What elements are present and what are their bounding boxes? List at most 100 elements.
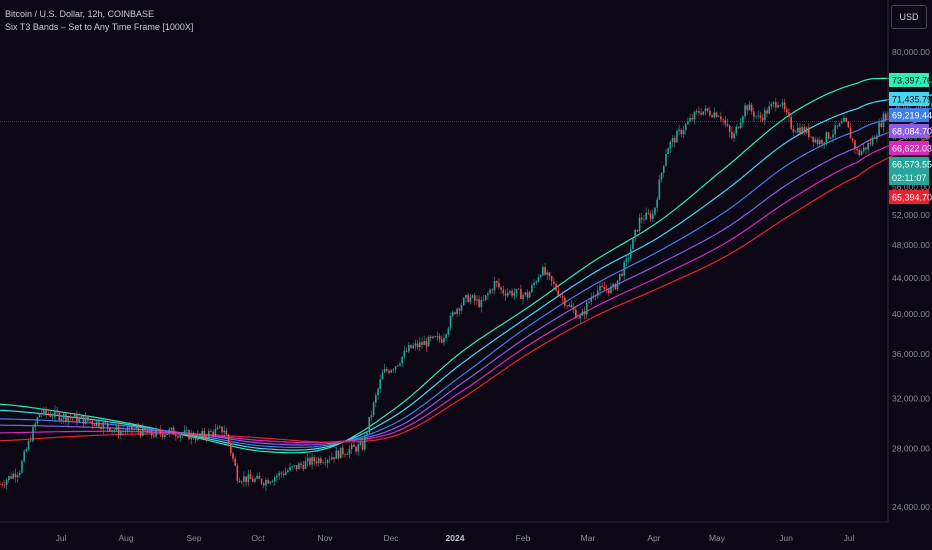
candle-body	[702, 111, 705, 115]
candle-body	[54, 410, 56, 417]
candle-body	[432, 336, 434, 339]
candle-body	[342, 447, 344, 455]
candle-body	[144, 426, 146, 431]
candle-body	[500, 287, 502, 290]
candle-body	[421, 342, 423, 345]
candle-body	[750, 104, 753, 112]
candle-body	[579, 315, 582, 319]
candle-body	[898, 106, 900, 109]
candle-body	[764, 110, 766, 121]
candle-body	[742, 116, 744, 123]
x-tick-label: Apr	[647, 533, 660, 543]
candle-body	[304, 461, 307, 469]
candle-body	[183, 430, 186, 434]
candle-body	[443, 338, 445, 343]
candle-body	[856, 148, 858, 151]
candle-body	[346, 454, 349, 456]
candle-body	[388, 370, 390, 373]
candle-body	[23, 451, 25, 462]
candle-body	[651, 214, 654, 220]
candle-body	[506, 292, 509, 296]
candle-body	[150, 429, 153, 436]
candle-body	[214, 429, 217, 436]
candle-body	[862, 147, 865, 152]
candle-body	[440, 339, 443, 343]
candle-body	[548, 272, 551, 276]
candle-body	[456, 308, 458, 314]
candle-body	[429, 336, 432, 339]
candle-body	[1, 484, 3, 486]
candle-body	[350, 444, 353, 450]
candle-body	[84, 416, 87, 424]
candle-body	[638, 217, 641, 232]
candle-body	[218, 426, 221, 428]
candle-body	[676, 131, 678, 143]
candle-body	[851, 138, 854, 141]
candle-body	[229, 443, 232, 454]
candle-body	[177, 436, 179, 438]
candle-body	[623, 262, 625, 276]
candle-body	[880, 122, 883, 127]
candle-body	[148, 429, 151, 433]
candle-body	[126, 427, 129, 432]
band-value-tag: 65,394.70	[889, 190, 932, 204]
candle-body	[16, 474, 19, 478]
candle-body	[539, 275, 542, 278]
tag-background	[889, 124, 929, 138]
candle-body	[581, 311, 584, 316]
tag-background	[889, 190, 929, 204]
candle-body	[102, 422, 105, 429]
candle-body	[282, 473, 285, 475]
tag-background	[889, 157, 929, 185]
candle-body	[170, 427, 173, 430]
candle-body	[300, 463, 302, 465]
candle-body	[812, 136, 814, 143]
candle-body	[58, 412, 61, 421]
candle-body	[704, 108, 707, 112]
candle-body	[695, 111, 698, 112]
candle-body	[234, 458, 236, 466]
candle-body	[546, 272, 549, 275]
band-line-5	[0, 126, 932, 444]
currency-button[interactable]: USD	[891, 5, 927, 29]
x-axis: Jul Aug Sep Oct Nov Dec 2024 Feb Mar Apr May Jun Jul	[56, 533, 855, 543]
candle-body	[427, 336, 430, 347]
candle-body	[104, 422, 107, 424]
x-tick-label: Sep	[186, 533, 201, 543]
candle-body	[18, 472, 21, 475]
candle-body	[801, 127, 803, 135]
symbol-title[interactable]: Bitcoin / U.S. Dollar, 12h, COINBASE	[5, 9, 155, 19]
candle-body	[711, 115, 713, 118]
candle-body	[854, 140, 856, 149]
x-tick-label: Jun	[779, 533, 793, 543]
candle-body	[662, 165, 665, 173]
candle-body	[251, 478, 254, 482]
candle-body	[326, 459, 329, 463]
candle-body	[124, 431, 127, 432]
candle-body	[284, 471, 287, 475]
y-tick-label: 36,000.00	[892, 349, 930, 359]
candle-body	[401, 356, 403, 364]
indicator-title[interactable]: Six T3 Bands – Set to Any Time Frame [10…	[5, 22, 194, 32]
tag-background	[889, 73, 929, 87]
candle-body	[845, 117, 847, 122]
candle-body	[403, 350, 406, 357]
chart-title-block: Bitcoin / U.S. Dollar, 12h, COINBASE Six…	[5, 8, 193, 34]
candle-body	[515, 288, 518, 294]
candle-body	[524, 292, 527, 295]
candle-body	[715, 112, 718, 117]
candle-body	[469, 297, 472, 303]
candle-body	[438, 336, 441, 340]
last-price-tag: 66,573.55 02:11:07	[889, 157, 932, 185]
candle-body	[95, 421, 98, 427]
candle-body	[858, 150, 861, 156]
candle-body	[805, 127, 808, 133]
candle-body	[484, 295, 487, 300]
candle-body	[531, 285, 533, 293]
candle-body	[434, 336, 436, 337]
candle-body	[722, 119, 724, 121]
candle-body	[203, 430, 206, 437]
candle-body	[590, 297, 593, 302]
candle-body	[542, 266, 544, 276]
